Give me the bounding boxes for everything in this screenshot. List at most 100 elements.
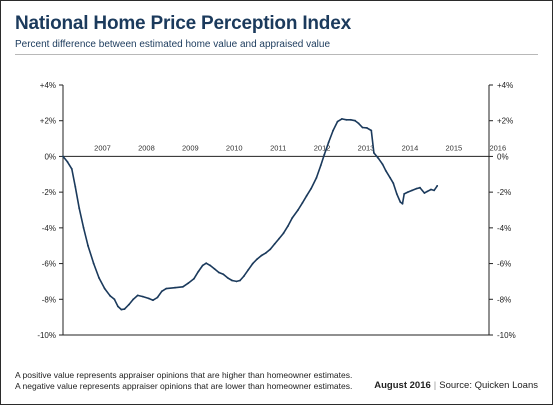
data-point bbox=[349, 118, 352, 121]
x-tick-label: 2013 bbox=[358, 143, 375, 152]
data-point bbox=[147, 297, 150, 300]
y-tick-label-left: -2% bbox=[42, 188, 56, 197]
data-point bbox=[392, 182, 395, 185]
data-point bbox=[287, 225, 289, 228]
data-point bbox=[82, 227, 85, 229]
y-tick-label-left: 0% bbox=[44, 152, 56, 161]
data-point bbox=[269, 248, 272, 251]
data-point bbox=[117, 305, 119, 308]
data-point bbox=[74, 185, 77, 188]
data-point bbox=[301, 202, 304, 204]
data-point bbox=[193, 277, 195, 280]
data-point bbox=[357, 122, 360, 125]
data-point bbox=[70, 168, 73, 170]
x-tick-label: 2012 bbox=[314, 143, 331, 152]
data-point bbox=[251, 262, 254, 265]
data-point bbox=[327, 141, 330, 144]
y-tick-label-right: -10% bbox=[497, 331, 516, 340]
x-tick-label: 2007 bbox=[94, 143, 111, 152]
y-tick-label-right: -8% bbox=[497, 295, 511, 304]
data-point bbox=[319, 164, 322, 167]
data-point bbox=[98, 277, 100, 279]
x-tick-label: 2010 bbox=[226, 143, 243, 152]
data-point bbox=[403, 193, 406, 195]
line-chart: +4% +4% +2% +2% 0% 0% -2% -2% -4% -4% -6% -6% -8% -8%… bbox=[37, 81, 516, 340]
data-point bbox=[273, 243, 276, 245]
y-tick-label-left: -4% bbox=[42, 224, 56, 233]
data-point bbox=[419, 186, 421, 189]
y-tick-label-right: +4% bbox=[497, 81, 513, 90]
data-point bbox=[377, 157, 380, 160]
data-point bbox=[336, 120, 339, 123]
x-tick-label: 2016 bbox=[489, 143, 506, 152]
data-point bbox=[401, 202, 404, 205]
footnote-positive: A positive value represents appraiser op… bbox=[15, 370, 353, 380]
data-point bbox=[92, 262, 95, 265]
data-point bbox=[187, 282, 190, 285]
data-point bbox=[366, 127, 368, 129]
data-point bbox=[384, 169, 387, 172]
y-tick-label-left: -6% bbox=[42, 260, 56, 269]
y-tick-label-right: +2% bbox=[497, 117, 513, 126]
data-point bbox=[231, 279, 234, 282]
data-point bbox=[430, 188, 432, 191]
data-point bbox=[354, 119, 356, 122]
y-tick-label-left: -10% bbox=[37, 331, 56, 340]
y-tick-label-left: -8% bbox=[42, 295, 56, 304]
data-point bbox=[78, 207, 81, 210]
data-point bbox=[395, 193, 398, 195]
data-point bbox=[182, 285, 184, 288]
data-point bbox=[406, 191, 409, 194]
data-point bbox=[156, 296, 159, 299]
data-point bbox=[411, 189, 413, 192]
data-point bbox=[345, 118, 348, 121]
data-point bbox=[62, 155, 64, 158]
footnote-negative: A negative value represents appraiser op… bbox=[15, 381, 353, 391]
data-point bbox=[109, 294, 111, 297]
data-point bbox=[291, 217, 294, 219]
data-point bbox=[113, 298, 116, 301]
data-point bbox=[197, 270, 200, 273]
data-point bbox=[123, 308, 126, 310]
data-point bbox=[373, 152, 375, 154]
data-point bbox=[160, 290, 163, 293]
series-line bbox=[62, 118, 439, 311]
data-point bbox=[120, 308, 123, 311]
data-point bbox=[243, 275, 245, 277]
data-point bbox=[436, 185, 439, 187]
data-point bbox=[370, 129, 373, 132]
chart-subtitle: Percent difference between estimated hom… bbox=[15, 39, 331, 50]
data-point bbox=[235, 280, 238, 283]
y-tick-label-left: +2% bbox=[40, 117, 56, 126]
data-point bbox=[426, 190, 429, 193]
data-point bbox=[341, 118, 343, 120]
data-point bbox=[218, 271, 220, 274]
data-point bbox=[389, 177, 392, 179]
report-date: August 2016 bbox=[374, 380, 431, 391]
data-point bbox=[260, 254, 263, 257]
data-point bbox=[433, 189, 435, 192]
y-tick-label-right: -6% bbox=[497, 260, 511, 269]
chart-title: National Home Price Perception Index bbox=[15, 13, 351, 34]
data-point bbox=[415, 187, 418, 190]
y-tick-label-left: +4% bbox=[40, 81, 56, 90]
data-point bbox=[239, 279, 241, 282]
data-point bbox=[152, 299, 154, 302]
data-point bbox=[256, 258, 258, 260]
data-point bbox=[201, 264, 204, 267]
x-tick-label: 2008 bbox=[138, 143, 155, 152]
data-point bbox=[278, 237, 280, 240]
footnote: A positive value represents appraiser op… bbox=[15, 370, 352, 392]
y-tick-label-right: 0% bbox=[497, 152, 509, 161]
y-tick-label-right: -2% bbox=[497, 188, 511, 197]
data-point bbox=[142, 295, 144, 298]
data-point bbox=[305, 194, 308, 197]
data-point bbox=[282, 232, 285, 235]
data-point bbox=[174, 286, 176, 289]
data-point bbox=[132, 298, 135, 301]
data-point bbox=[315, 177, 318, 179]
data-point bbox=[310, 187, 312, 190]
source-credit: August 2016 | Source: Quicken Loans bbox=[374, 380, 538, 391]
source-text: Source: Quicken Loans bbox=[439, 380, 538, 391]
